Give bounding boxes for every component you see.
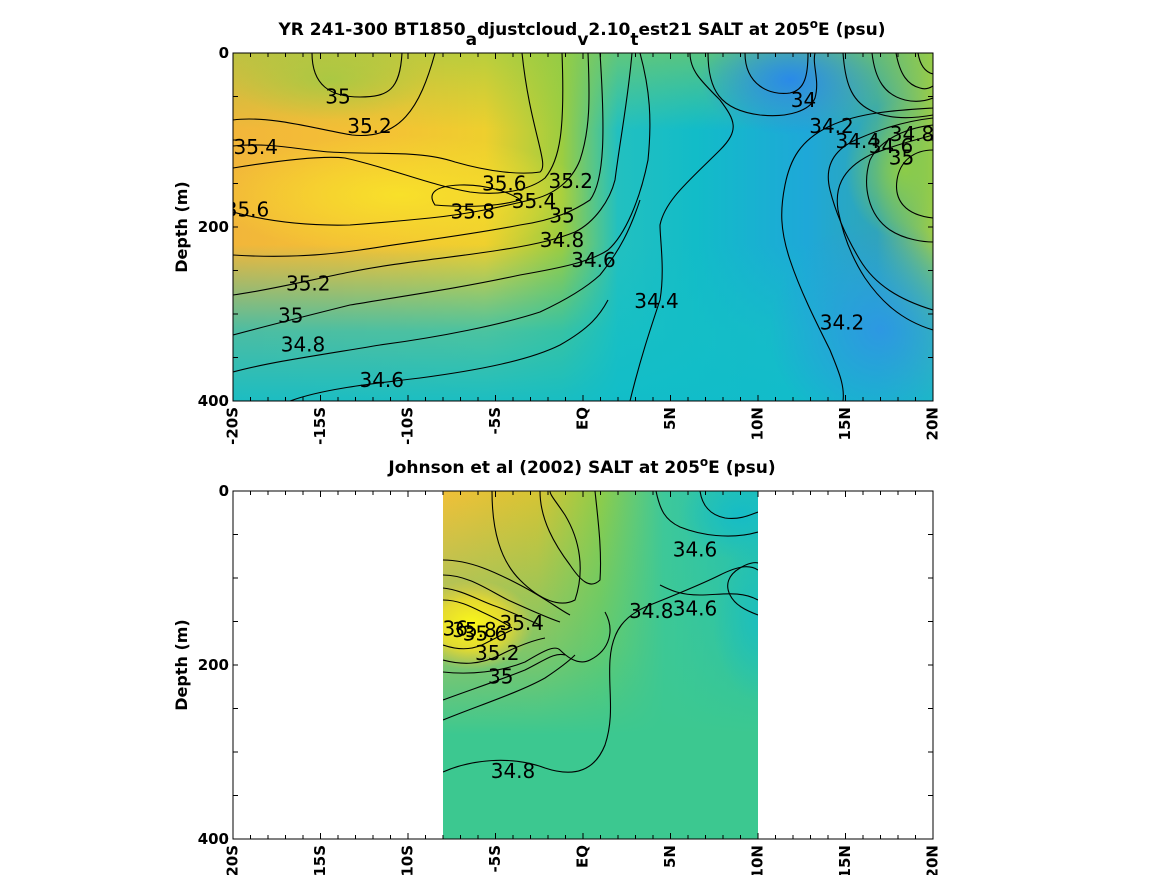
title-part: E (psu): [818, 20, 885, 40]
bottom-chart-title: Johnson et al (2002) SALT at 205oE (psu): [387, 455, 775, 478]
contour-label: 35.6: [225, 198, 270, 222]
title-part: E (psu): [708, 458, 775, 478]
title-part: o: [810, 17, 818, 31]
contour-label: 35.2: [286, 272, 331, 296]
title-part: 2.10: [588, 20, 630, 40]
contour-label: 34.4: [634, 289, 679, 313]
contour-label: 35: [889, 145, 914, 169]
y-tick-label: 0: [219, 44, 229, 62]
x-tick-label: -15S: [311, 845, 329, 875]
x-tick-label: 20N: [924, 407, 942, 440]
x-tick-label: -5S: [486, 407, 504, 434]
x-tick-label: 5N: [661, 407, 679, 430]
contour-label: 35.4: [499, 611, 544, 635]
contour-label: 34.6: [359, 368, 404, 392]
bottom-y-ticks: 0 200 400: [198, 482, 933, 848]
x-tick-label: 10N: [749, 845, 767, 875]
contour-label: 36: [443, 616, 468, 640]
title-part: est21 SALT at 205: [639, 20, 810, 40]
x-tick-label: -20S: [224, 845, 242, 875]
bottom-contour-lines: [443, 491, 758, 773]
x-tick-label: 5N: [661, 845, 679, 868]
contour-label: 34.8: [629, 599, 674, 623]
y-tick-label: 400: [198, 830, 229, 848]
top-y-ticks: 0 200 400: [198, 44, 933, 410]
contour-label: 34.6: [571, 248, 616, 272]
bottom-y-axis-label: Depth (m): [172, 619, 191, 711]
title-part: a: [466, 30, 477, 50]
contour-label: 35: [549, 204, 574, 228]
y-tick-label: 200: [198, 218, 229, 236]
contour-label: 34.8: [281, 332, 326, 356]
x-tick-label: -15S: [311, 407, 329, 445]
contour-label: 34.2: [809, 114, 854, 138]
y-tick-label: 0: [219, 482, 229, 500]
x-tick-label: 15N: [836, 845, 854, 875]
contour-label: 34.2: [820, 311, 865, 335]
contour-label: 35.4: [233, 135, 278, 159]
contour-label: 35.2: [475, 641, 520, 665]
contour-label: 34.8: [890, 122, 935, 146]
x-tick-label: -5S: [486, 845, 504, 872]
x-tick-label: 20N: [924, 845, 942, 875]
title-part: o: [700, 455, 708, 469]
top-contour-lines: [233, 53, 933, 401]
contour-label: 34.6: [869, 134, 914, 158]
x-tick-label: -10S: [399, 407, 417, 445]
x-tick-label: EQ: [574, 845, 592, 868]
title-part: v: [577, 30, 588, 50]
contour-label: 34.6: [673, 596, 718, 620]
contour-label: 35.8: [452, 618, 497, 642]
contour-label: 35: [325, 85, 350, 109]
contour-label: 35.4: [512, 189, 557, 213]
y-tick-label: 200: [198, 656, 229, 674]
top-chart-title: YR 241-300 BT1850adjustcloudv2.10test21 …: [277, 17, 885, 50]
contour-label: 35.8: [450, 199, 495, 223]
contour-label: 34: [791, 88, 816, 112]
x-tick-label: EQ: [574, 407, 592, 430]
title-part: t: [630, 30, 638, 50]
contour-label: 34.4: [835, 129, 880, 153]
title-part: djustcloud: [477, 20, 577, 40]
y-tick-label: 400: [198, 392, 229, 410]
bottom-x-ticks: -20S -15S -10S -5S EQ 5N 10N 15N 20N: [224, 491, 942, 875]
contour-label: 35.6: [482, 172, 527, 196]
x-tick-label: 15N: [836, 407, 854, 440]
title-part: YR 241-300 BT1850: [277, 20, 465, 40]
contour-label: 34.6: [673, 537, 718, 561]
top-y-axis-label: Depth (m): [172, 181, 191, 273]
x-tick-label: 10N: [749, 407, 767, 440]
title-part: Johnson et al (2002) SALT at 205: [387, 458, 700, 478]
contour-label: 35: [488, 664, 513, 688]
contour-label: 35.2: [548, 169, 593, 193]
x-tick-label: -20S: [224, 407, 242, 445]
x-tick-label: -10S: [399, 845, 417, 875]
contour-label: 35: [278, 304, 303, 328]
contour-label: 34.8: [491, 759, 536, 783]
contour-label: 35.6: [463, 622, 508, 646]
contour-label: 35.2: [347, 114, 392, 138]
top-x-ticks: -20S -15S -10S -5S EQ 5N 10N 15N 20N: [224, 53, 942, 445]
contour-label: 34.8: [540, 228, 585, 252]
